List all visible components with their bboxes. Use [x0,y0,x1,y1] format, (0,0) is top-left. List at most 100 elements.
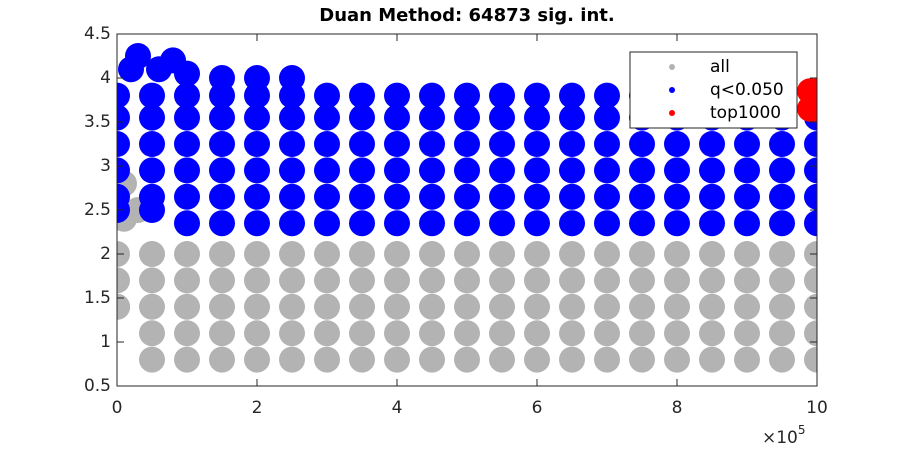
point [734,267,760,294]
point [664,267,690,294]
point [734,210,760,237]
point [629,210,655,237]
point [664,241,690,267]
point [384,320,410,347]
point [139,346,165,373]
point [594,210,620,237]
point [384,104,410,131]
point [384,131,410,157]
point [734,241,760,267]
point [524,131,550,157]
point [279,320,305,347]
point [419,104,445,131]
point [699,267,725,294]
point [244,241,270,267]
point [419,241,445,267]
legend: all q<0.050 top1000 [629,51,798,129]
y-tick-label: 0.5 [84,376,111,396]
point [174,104,200,131]
point [664,293,690,320]
point [174,210,200,237]
point [804,267,817,294]
point [524,82,550,109]
point [664,157,690,184]
point [629,183,655,210]
point [349,267,375,294]
point [594,241,620,267]
point [664,346,690,373]
point [664,210,690,237]
point [629,131,655,157]
point [244,183,270,210]
point [489,157,515,184]
point [209,241,235,267]
exponent-power: 5 [798,423,806,437]
point [804,131,817,157]
point [139,267,165,294]
point [349,157,375,184]
point [244,157,270,184]
exponent-base: ×10 [762,428,798,448]
point [559,131,585,157]
point [384,210,410,237]
y-tick-label: 2.5 [84,200,111,220]
point [524,293,550,320]
point [384,267,410,294]
point [804,346,817,373]
point [629,320,655,347]
point [664,320,690,347]
point [279,241,305,267]
point [804,78,817,105]
point [594,104,620,131]
y-tick-label: 4 [100,68,111,88]
point [174,320,200,347]
point [209,346,235,373]
point [279,65,305,91]
point [139,157,165,184]
point [524,157,550,184]
point [314,82,340,109]
point [489,104,515,131]
x-tick-label: 2 [252,398,263,418]
point [209,210,235,237]
point [279,346,305,373]
point [174,157,200,184]
point [279,157,305,184]
point [244,293,270,320]
point [699,131,725,157]
x-tick-label: 10 [806,398,828,418]
point [209,65,235,91]
point [117,293,130,320]
y-tick-label: 3.5 [84,112,111,132]
point [384,82,410,109]
point [349,210,375,237]
point [244,210,270,237]
point [594,183,620,210]
x-exponent: ×105 [762,423,806,449]
point [559,320,585,347]
point [117,183,130,210]
point [244,320,270,347]
point [454,183,480,210]
point [699,293,725,320]
point [524,267,550,294]
point [804,210,817,237]
x-tick-label: 0 [112,398,123,418]
y-tick-label: 1 [100,332,111,352]
point [139,104,165,131]
point [804,183,817,210]
point [419,183,445,210]
point [419,293,445,320]
point [769,267,795,294]
point [279,131,305,157]
point [139,131,165,157]
point [174,267,200,294]
point [629,267,655,294]
point [734,183,760,210]
point [419,267,445,294]
point [734,131,760,157]
point [769,183,795,210]
point [769,241,795,267]
point [769,320,795,347]
point [454,157,480,184]
